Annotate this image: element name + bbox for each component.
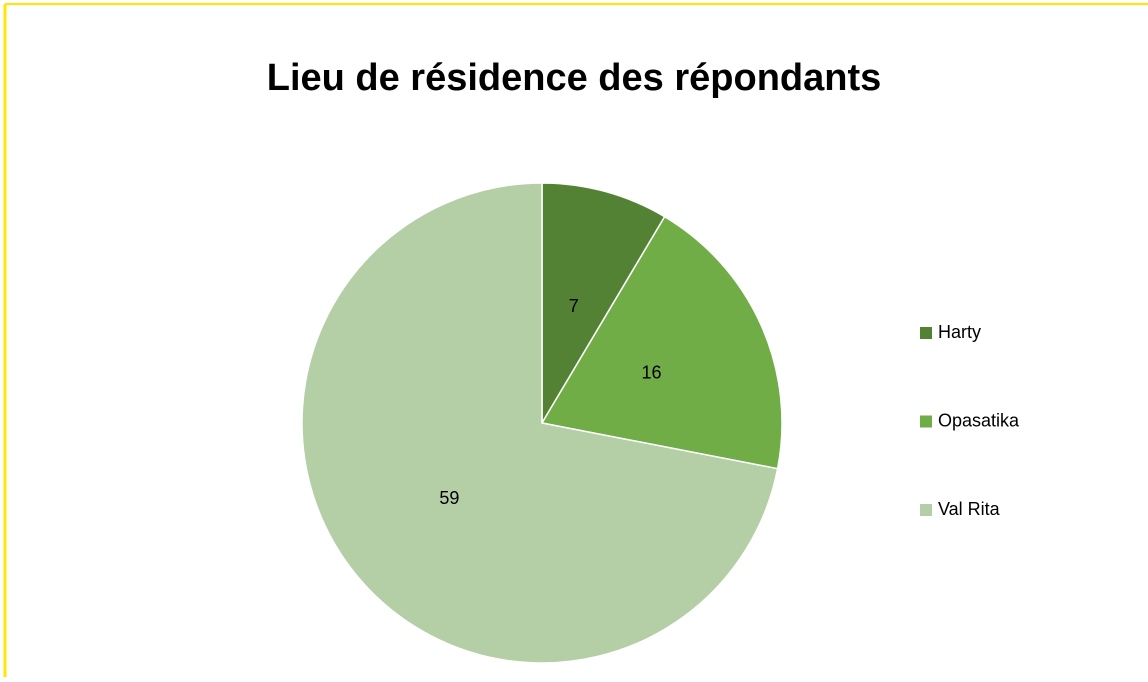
pie-slice <box>301 182 779 664</box>
legend-label: Opasatika <box>938 410 1020 430</box>
legend-label: Val Rita <box>938 499 1001 519</box>
legend-swatch <box>920 415 932 428</box>
data-label: 59 <box>439 488 459 508</box>
legend-swatch <box>920 327 932 339</box>
legend-label: Harty <box>938 322 981 342</box>
pie-slice <box>541 182 666 426</box>
data-label: 7 <box>569 296 579 316</box>
legend-swatch <box>920 504 932 516</box>
chart-title: Lieu de résidence des répondants <box>267 57 882 99</box>
data-label: 16 <box>641 363 661 383</box>
pie-slice <box>540 215 783 470</box>
